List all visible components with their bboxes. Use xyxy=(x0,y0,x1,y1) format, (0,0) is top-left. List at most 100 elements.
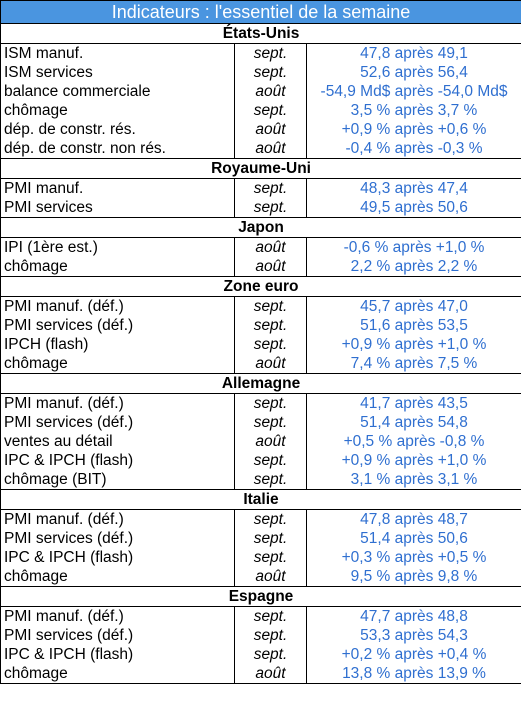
section-title: Japon xyxy=(0,217,521,238)
indicator-label: PMI manuf. (déf.) xyxy=(0,393,235,413)
indicators-table-body: Indicateurs : l'essentiel de la semaine … xyxy=(0,0,521,684)
table-row: chômage août 9,5 % après 9,8 % xyxy=(0,567,521,587)
indicator-label: ISM services xyxy=(0,63,235,82)
value-cell: 52,6 après 56,4 xyxy=(305,63,521,82)
period-cell: sept. xyxy=(234,43,307,63)
value-cell: 47,8 après 48,7 xyxy=(305,509,521,529)
value-cell: +0,9 % après +1,0 % xyxy=(305,451,521,470)
value-cell: 53,3 après 54,3 xyxy=(305,626,521,645)
indicator-label: balance commerciale xyxy=(0,82,235,101)
table-row: PMI services (déf.) sept. 53,3 après 54,3 xyxy=(0,626,521,645)
period-cell: août xyxy=(234,567,307,587)
indicator-label: chômage (BIT) xyxy=(0,470,235,490)
indicator-label: ISM manuf. xyxy=(0,43,235,63)
indicators-table: Indicateurs : l'essentiel de la semaine … xyxy=(0,0,521,684)
value-cell: 3,5 % après 3,7 % xyxy=(305,101,521,120)
period-cell: sept. xyxy=(234,178,307,198)
table-row: PMI services (déf.) sept. 51,4 après 54,8 xyxy=(0,413,521,432)
indicator-label: chômage xyxy=(0,567,235,587)
indicator-label: PMI services (déf.) xyxy=(0,316,235,335)
indicator-label: PMI services xyxy=(0,198,235,218)
section-title: Zone euro xyxy=(0,276,521,297)
table-row: PMI services sept. 49,5 après 50,6 xyxy=(0,198,521,218)
table-title-row: Indicateurs : l'essentiel de la semaine xyxy=(0,0,521,24)
table-row: PMI manuf. (déf.) sept. 47,7 après 48,8 xyxy=(0,606,521,626)
period-cell: sept. xyxy=(234,645,307,664)
value-cell: 48,3 après 47,4 xyxy=(305,178,521,198)
table-row: chômage août 2,2 % après 2,2 % xyxy=(0,257,521,277)
value-cell: +0,9 % après +0,6 % xyxy=(305,120,521,139)
value-cell: 47,8 après 49,1 xyxy=(305,43,521,63)
indicator-label: dép. de constr. non rés. xyxy=(0,139,235,159)
table-row: IPC & IPCH (flash) sept. +0,3 % après +0,5… xyxy=(0,548,521,567)
value-cell: +0,2 % après +0,4 % xyxy=(305,645,521,664)
value-cell: 7,4 % après 7,5 % xyxy=(305,354,521,374)
period-cell: août xyxy=(234,120,307,139)
indicator-label: chômage xyxy=(0,354,235,374)
value-cell: 9,5 % après 9,8 % xyxy=(305,567,521,587)
indicator-label: IPC & IPCH (flash) xyxy=(0,645,235,664)
period-cell: août xyxy=(234,139,307,159)
indicator-label: chômage xyxy=(0,257,235,277)
table-row: IPI (1ère est.) août -0,6 % après +1,0 % xyxy=(0,237,521,257)
period-cell: sept. xyxy=(234,316,307,335)
indicator-label: PMI services (déf.) xyxy=(0,529,235,548)
period-cell: sept. xyxy=(234,529,307,548)
table-row: PMI manuf. (déf.) sept. 45,7 après 47,0 xyxy=(0,296,521,316)
value-cell: -0,6 % après +1,0 % xyxy=(305,237,521,257)
table-row: chômage (BIT) sept. 3,1 % après 3,1 % xyxy=(0,470,521,490)
table-title: Indicateurs : l'essentiel de la semaine xyxy=(0,0,521,24)
indicators-table-container: Indicateurs : l'essentiel de la semaine … xyxy=(0,0,521,684)
table-row: dép. de constr. non rés. août -0,4 % après… xyxy=(0,139,521,159)
table-row: ventes au détail août +0,5 % après -0,8 % xyxy=(0,432,521,451)
table-row: chômage août 13,8 % après 13,9 % xyxy=(0,664,521,684)
section-title: Allemagne xyxy=(0,373,521,394)
table-row: IPC & IPCH (flash) sept. +0,2 % après +0,4… xyxy=(0,645,521,664)
table-row: IPCH (flash) sept. +0,9 % après +1,0 % xyxy=(0,335,521,354)
section-header-row: États-Unis xyxy=(0,23,521,44)
table-row: ISM services sept. 52,6 après 56,4 xyxy=(0,63,521,82)
section-title: Royaume-Uni xyxy=(0,158,521,179)
value-cell: +0,9 % après +1,0 % xyxy=(305,335,521,354)
section-title: États-Unis xyxy=(0,23,521,44)
indicator-label: ventes au détail xyxy=(0,432,235,451)
indicator-label: PMI services (déf.) xyxy=(0,626,235,645)
table-row: PMI services (déf.) sept. 51,4 après 50,6 xyxy=(0,529,521,548)
indicator-label: IPC & IPCH (flash) xyxy=(0,548,235,567)
period-cell: sept. xyxy=(234,451,307,470)
value-cell: 51,4 après 54,8 xyxy=(305,413,521,432)
period-cell: août xyxy=(234,354,307,374)
indicator-label: PMI services (déf.) xyxy=(0,413,235,432)
period-cell: sept. xyxy=(234,509,307,529)
value-cell: 47,7 après 48,8 xyxy=(305,606,521,626)
period-cell: sept. xyxy=(234,296,307,316)
indicator-label: IPCH (flash) xyxy=(0,335,235,354)
table-row: ISM manuf. sept. 47,8 après 49,1 xyxy=(0,43,521,63)
period-cell: août xyxy=(234,257,307,277)
value-cell: 45,7 après 47,0 xyxy=(305,296,521,316)
period-cell: sept. xyxy=(234,470,307,490)
indicator-label: PMI manuf. (déf.) xyxy=(0,606,235,626)
table-row: PMI manuf. sept. 48,3 après 47,4 xyxy=(0,178,521,198)
period-cell: sept. xyxy=(234,413,307,432)
period-cell: sept. xyxy=(234,393,307,413)
value-cell: +0,3 % après +0,5 % xyxy=(305,548,521,567)
indicator-label: PMI manuf. (déf.) xyxy=(0,509,235,529)
table-row: chômage août 7,4 % après 7,5 % xyxy=(0,354,521,374)
period-cell: sept. xyxy=(234,198,307,218)
table-row: PMI manuf. (déf.) sept. 47,8 après 48,7 xyxy=(0,509,521,529)
period-cell: sept. xyxy=(234,335,307,354)
table-row: chômage sept. 3,5 % après 3,7 % xyxy=(0,101,521,120)
indicator-label: chômage xyxy=(0,664,235,684)
value-cell: 49,5 après 50,6 xyxy=(305,198,521,218)
value-cell: 41,7 après 43,5 xyxy=(305,393,521,413)
value-cell: -54,9 Md$ après -54,0 Md$ xyxy=(305,82,521,101)
value-cell: +0,5 % après -0,8 % xyxy=(305,432,521,451)
section-header-row: Espagne xyxy=(0,586,521,607)
table-row: PMI manuf. (déf.) sept. 41,7 après 43,5 xyxy=(0,393,521,413)
table-row: PMI services (déf.) sept. 51,6 après 53,5 xyxy=(0,316,521,335)
period-cell: sept. xyxy=(234,548,307,567)
section-header-row: Japon xyxy=(0,217,521,238)
value-cell: 3,1 % après 3,1 % xyxy=(305,470,521,490)
indicator-label: chômage xyxy=(0,101,235,120)
